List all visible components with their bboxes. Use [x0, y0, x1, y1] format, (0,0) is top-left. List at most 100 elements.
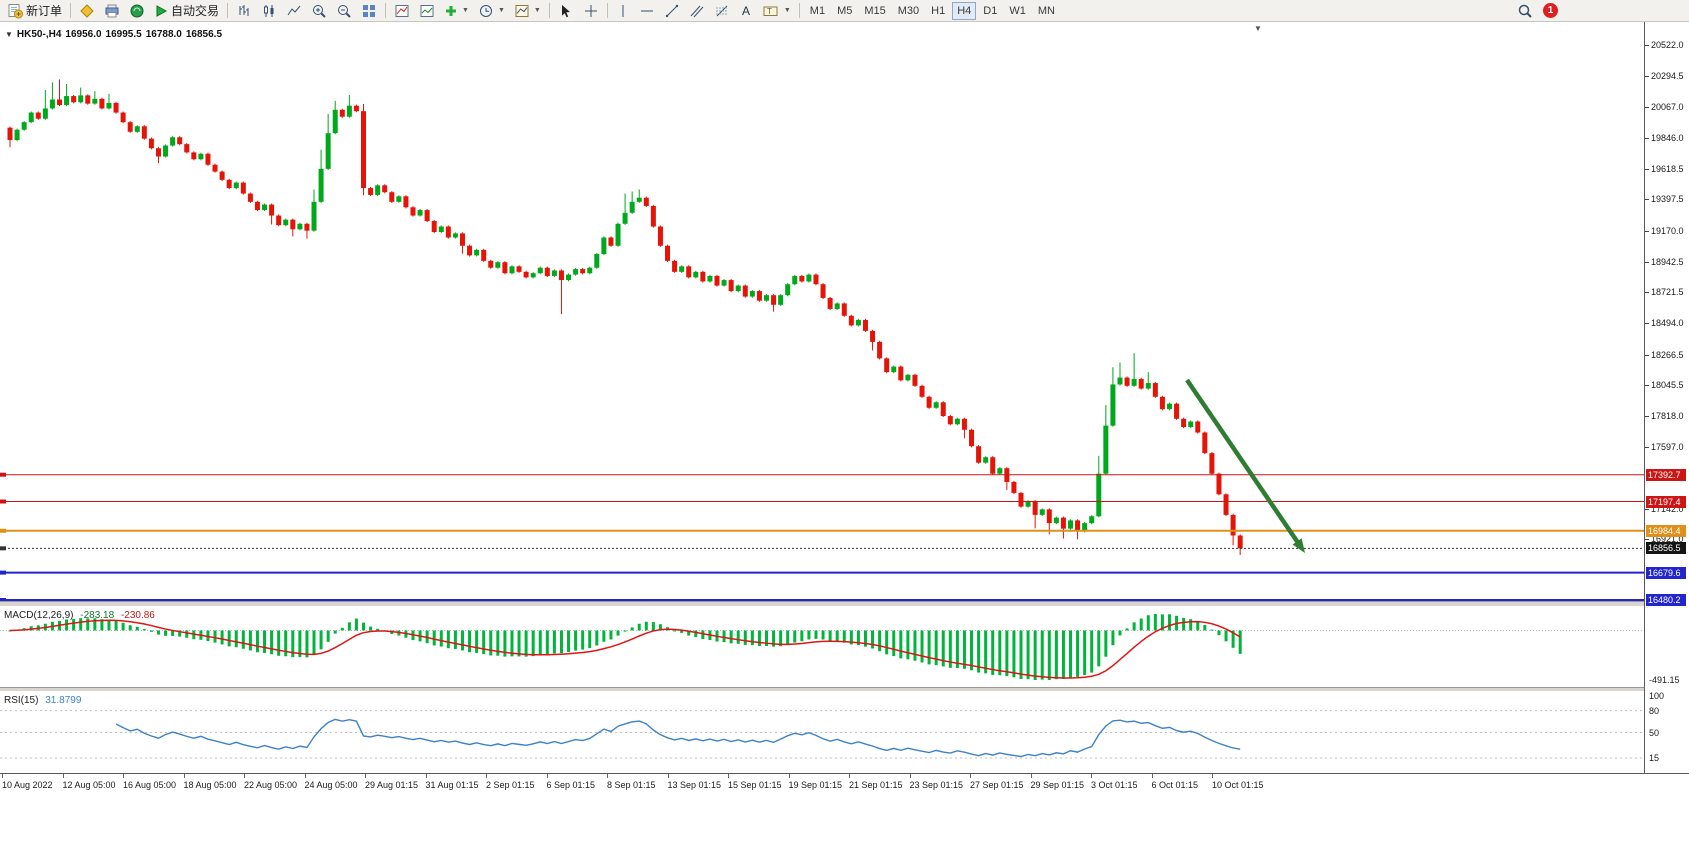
- timeframe-button-W1[interactable]: W1: [1004, 2, 1031, 20]
- time-axis-label: 19 Sep 01:15: [788, 780, 843, 790]
- zoom-out-icon: [336, 3, 352, 19]
- text-button[interactable]: A: [735, 1, 757, 21]
- trend-arrow-object[interactable]: [1185, 378, 1302, 547]
- crosshair-button[interactable]: [579, 1, 603, 21]
- time-axis-label: 21 Sep 01:15: [849, 780, 903, 790]
- ohlc-high: 16995.5: [105, 29, 142, 40]
- macd-axis-min-label: -491.15: [1649, 675, 1680, 685]
- trendline-button[interactable]: [660, 1, 684, 21]
- chart-window-icon: [419, 3, 435, 19]
- notification-badge[interactable]: 1: [1543, 3, 1558, 18]
- support-line-tag: 16984.4: [1646, 524, 1686, 537]
- price-axis-tick: [1645, 539, 1649, 541]
- macd-signal-value: -230.86: [120, 610, 155, 621]
- time-axis[interactable]: 10 Aug 2022 12 Aug 05:00 16 Aug 05:00 18 Au…: [0, 773, 1689, 856]
- price-tick-label: 19618.5: [1651, 164, 1684, 175]
- time-axis-label: 10 Oct 01:15: [1212, 780, 1264, 790]
- chevron-down-icon: ▼: [533, 7, 541, 14]
- templates-button[interactable]: ▼: [510, 1, 545, 21]
- horizontal-line-icon: [639, 3, 655, 19]
- price-axis-tick: [1645, 385, 1649, 387]
- zoom-in-button[interactable]: [307, 1, 331, 21]
- time-axis-tick: [62, 774, 64, 778]
- bar-chart-button[interactable]: [232, 1, 256, 21]
- timeframe-button-D1[interactable]: D1: [978, 2, 1002, 20]
- macd-signal-line: [9, 619, 1241, 679]
- new-order-icon: [7, 3, 23, 19]
- timeframe-button-M5[interactable]: M5: [832, 2, 857, 20]
- rsi-canvas[interactable]: [0, 692, 1644, 773]
- zoom-in-icon: [311, 3, 327, 19]
- price-tick-label: 19170.0: [1651, 225, 1684, 236]
- candlestick-series: [7, 79, 1243, 555]
- macd-canvas[interactable]: [0, 607, 1644, 687]
- search-button[interactable]: [1513, 1, 1537, 21]
- toolbar-right-group: 1: [1513, 1, 1558, 21]
- periods-button[interactable]: ▼: [474, 1, 509, 21]
- macd-value: -283.18: [80, 610, 115, 621]
- community-button[interactable]: [125, 1, 149, 21]
- chevron-down-icon: ▼: [462, 7, 469, 14]
- svg-text:A: A: [742, 4, 750, 18]
- time-axis-tick: [849, 774, 850, 778]
- price-axis[interactable]: 20522.0 20294.5 20067.0 19846.0 19618.5 19397…: [1644, 22, 1689, 773]
- time-axis-tick: [1212, 774, 1213, 778]
- timeframe-button-MN[interactable]: MN: [1033, 2, 1060, 20]
- chart-window-button[interactable]: [415, 1, 439, 21]
- panel-splitter[interactable]: [0, 687, 1689, 692]
- indicators-window-button[interactable]: [390, 1, 414, 21]
- price-tick-label: 18045.5: [1651, 380, 1684, 391]
- add-indicator-button[interactable]: ▼: [440, 1, 473, 21]
- cursor-button[interactable]: [554, 1, 578, 21]
- timeframe-button-H1[interactable]: H1: [926, 2, 950, 20]
- candlestick-chart-button[interactable]: [257, 1, 281, 21]
- line-chart-button[interactable]: [282, 1, 306, 21]
- text-label-button[interactable]: T ▼: [758, 1, 795, 21]
- vertical-line-button[interactable]: [612, 1, 634, 21]
- price-axis-tick: [1645, 76, 1649, 78]
- chevron-down-icon: ▼: [783, 7, 791, 14]
- panel-splitter[interactable]: [0, 601, 1689, 607]
- autotrading-button[interactable]: 自动交易: [150, 1, 223, 21]
- time-axis-label: 27 Sep 01:15: [970, 780, 1024, 790]
- ohlc-open: 16956.0: [65, 29, 102, 40]
- macd-panel[interactable]: MACD(12,26,9) -283.18 -230.86: [0, 607, 1644, 687]
- time-axis-label: 29 Aug 01:15: [365, 780, 419, 790]
- price-axis-tick: [1645, 292, 1649, 294]
- candlestick-chart-icon: [261, 3, 277, 19]
- price-tick-label: 18942.5: [1651, 256, 1684, 267]
- periods-clock-icon: [478, 3, 494, 19]
- toolbar-separator: [70, 3, 72, 18]
- toolbar-separator: [798, 3, 800, 18]
- time-axis-tick: [2, 774, 3, 778]
- timeframe-button-M1[interactable]: M1: [805, 2, 830, 20]
- timeframe-button-H4[interactable]: H4: [952, 1, 977, 20]
- rsi-axis-label: 80: [1649, 705, 1660, 716]
- fibonacci-icon: [714, 3, 730, 19]
- timeframe-button-M30[interactable]: M30: [893, 2, 924, 20]
- time-axis-tick: [304, 774, 306, 778]
- horizontal-line-button[interactable]: [635, 1, 659, 21]
- zoom-out-button[interactable]: [332, 1, 356, 21]
- line-edge-marker: [0, 528, 6, 533]
- chart-shift-marker[interactable]: ▼: [1254, 24, 1262, 33]
- price-chart-panel[interactable]: ▼ HK50-,H4 16956.0 16995.5 16788.0 16856.5: [0, 22, 1644, 601]
- vertical-line-icon: [616, 3, 630, 19]
- timeframe-button-M15[interactable]: M15: [859, 2, 890, 20]
- channel-button[interactable]: [685, 1, 709, 21]
- price-tick-label: 19397.5: [1651, 194, 1684, 205]
- autotrading-label: 自动交易: [171, 4, 220, 18]
- price-tick-label: 18494.0: [1651, 318, 1684, 329]
- support-line-tag: 16480.2: [1646, 593, 1686, 606]
- price-chart-canvas[interactable]: [0, 22, 1644, 601]
- print-button[interactable]: [100, 1, 124, 21]
- new-order-button[interactable]: 新订单: [3, 1, 66, 21]
- one-click-trading-icon[interactable]: ▼: [5, 30, 13, 39]
- rsi-panel[interactable]: RSI(15) 31.8799: [0, 692, 1644, 773]
- time-axis-label: 29 Sep 01:15: [1030, 780, 1085, 790]
- alerts-button[interactable]: [75, 1, 99, 21]
- tile-windows-button[interactable]: [357, 1, 381, 21]
- price-axis-tick: [1645, 509, 1649, 511]
- fibonacci-button[interactable]: [710, 1, 734, 21]
